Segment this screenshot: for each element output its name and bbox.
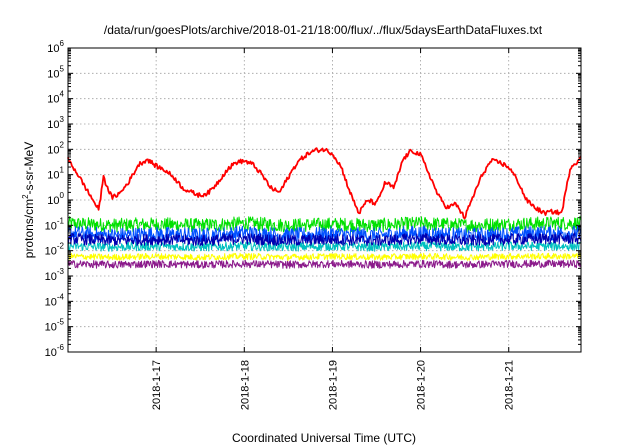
y-tick-label-exp: 3 xyxy=(60,115,65,124)
y-tick-label-exp: 2 xyxy=(60,140,65,149)
x-tick-label: 2018-1-19 xyxy=(327,360,339,410)
y-tick-label: 101 xyxy=(47,166,64,182)
y-axis-label: protons/cm2-s-sr-MeV xyxy=(21,142,36,258)
y-tick-label: 10-4 xyxy=(45,292,65,308)
series-line xyxy=(67,252,582,261)
series-line xyxy=(67,259,582,269)
series-line xyxy=(67,232,582,247)
y-tick-label-exp: 4 xyxy=(60,90,65,99)
y-tick-label-base: 10 xyxy=(47,119,59,131)
series-line xyxy=(67,225,582,244)
y-tick-label: 104 xyxy=(47,90,64,106)
y-tick-label-exp: -3 xyxy=(57,267,65,276)
y-tick-label-base: 10 xyxy=(47,195,59,207)
x-tick-label: 2018-1-20 xyxy=(416,360,428,410)
y-tick-label-exp: -4 xyxy=(57,292,65,301)
y-tick-label-exp: 0 xyxy=(60,191,65,200)
y-tick-label: 106 xyxy=(47,39,64,55)
y-tick-label-base: 10 xyxy=(45,296,57,308)
y-tick-label-exp: 1 xyxy=(60,166,65,175)
y-tick-label: 10-3 xyxy=(45,267,65,283)
y-tick-label: 10-2 xyxy=(45,242,65,258)
y-axis-label-sup: 2 xyxy=(21,194,30,199)
y-tick-label: 10-5 xyxy=(45,318,65,334)
x-tick-labels: 2018-1-17 2018-1-18 2018-1-19 2018-1-20 2018… xyxy=(151,360,516,410)
y-tick-label-base: 10 xyxy=(47,43,59,55)
x-tick-label: 2018-1-17 xyxy=(151,360,163,410)
y-tick-label-exp: -2 xyxy=(57,242,65,251)
series-line xyxy=(67,241,582,252)
y-tick-label: 10-1 xyxy=(45,216,65,232)
y-tick-label-base: 10 xyxy=(45,271,57,283)
x-axis-label: Coordinated Universal Time (UTC) xyxy=(232,431,416,445)
data-series xyxy=(67,147,582,269)
y-tick-label-exp: -6 xyxy=(57,343,65,352)
y-tick-label-exp: -5 xyxy=(57,318,65,327)
grid xyxy=(68,48,581,352)
y-tick-label-exp: -1 xyxy=(57,216,65,225)
y-tick-label-base: 10 xyxy=(47,170,59,182)
y-tick-label: 105 xyxy=(47,64,64,80)
y-tick-label-base: 10 xyxy=(47,94,59,106)
y-tick-label-base: 10 xyxy=(45,220,57,232)
y-axis-label-suffix: -s-sr-MeV xyxy=(22,142,36,195)
x-tick-label: 2018-1-21 xyxy=(504,360,516,410)
y-tick-label-exp: 6 xyxy=(60,39,65,48)
y-tick-label-base: 10 xyxy=(45,347,57,359)
axis-ticks xyxy=(68,47,581,353)
y-tick-label: 10-6 xyxy=(45,343,65,359)
series-line-red xyxy=(67,147,582,220)
y-tick-label: 103 xyxy=(47,115,64,131)
y-tick-label-base: 10 xyxy=(45,322,57,334)
y-tick-label-exp: 5 xyxy=(60,64,65,73)
y-tick-label: 102 xyxy=(47,140,64,156)
y-axis-label-prefix: protons/cm xyxy=(22,199,36,258)
y-tick-label-base: 10 xyxy=(45,246,57,258)
x-tick-label: 2018-1-18 xyxy=(239,360,251,410)
y-tick-labels: 10610510410310210110010-110-210-310-410-… xyxy=(45,39,65,359)
chart-title: /data/run/goesPlots/archive/2018-01-21/1… xyxy=(104,23,543,37)
y-tick-label-base: 10 xyxy=(47,68,59,80)
y-tick-label: 100 xyxy=(47,191,64,207)
y-tick-label-base: 10 xyxy=(47,144,59,156)
